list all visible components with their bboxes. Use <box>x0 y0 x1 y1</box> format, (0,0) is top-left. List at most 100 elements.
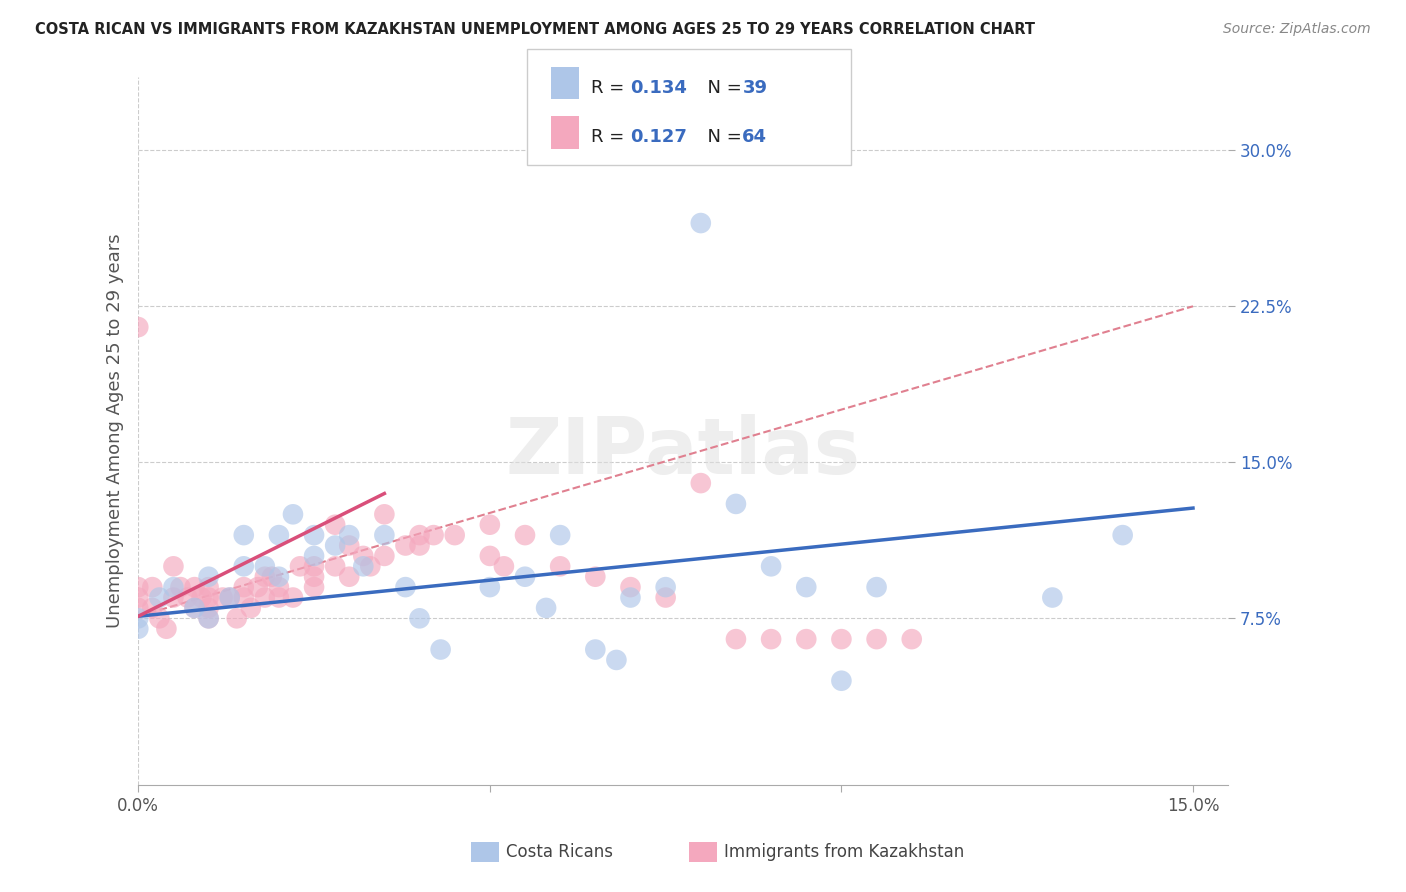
Point <box>141 580 163 594</box>
Point <box>253 559 276 574</box>
Point <box>155 622 177 636</box>
Point <box>583 642 606 657</box>
Point <box>302 570 325 584</box>
Point <box>689 216 711 230</box>
Point <box>183 601 205 615</box>
Text: R =: R = <box>591 78 630 96</box>
Point <box>302 580 325 594</box>
Point <box>724 497 747 511</box>
Point <box>337 570 360 584</box>
Point <box>246 580 269 594</box>
Text: 64: 64 <box>742 128 768 146</box>
Point <box>352 559 374 574</box>
Point <box>654 591 676 605</box>
Text: Immigrants from Kazakhstan: Immigrants from Kazakhstan <box>724 843 965 861</box>
Point <box>288 559 311 574</box>
Point <box>232 580 254 594</box>
Point <box>513 528 536 542</box>
Point <box>197 580 219 594</box>
Point <box>197 601 219 615</box>
Point <box>267 591 290 605</box>
Point <box>794 632 817 647</box>
Point <box>654 580 676 594</box>
Point <box>218 591 240 605</box>
Point <box>794 580 817 594</box>
Point <box>478 580 501 594</box>
Point <box>302 549 325 563</box>
Point <box>478 517 501 532</box>
Point <box>267 570 290 584</box>
Point <box>605 653 627 667</box>
Text: Source: ZipAtlas.com: Source: ZipAtlas.com <box>1223 22 1371 37</box>
Point <box>548 559 571 574</box>
Point <box>232 591 254 605</box>
Point <box>197 570 219 584</box>
Point <box>127 622 149 636</box>
Text: 0.127: 0.127 <box>630 128 686 146</box>
Point <box>865 632 887 647</box>
Point <box>422 528 444 542</box>
Point <box>162 559 184 574</box>
Text: ZIPatlas: ZIPatlas <box>506 414 860 491</box>
Point <box>337 528 360 542</box>
Point <box>281 591 304 605</box>
Point <box>408 611 430 625</box>
Point <box>148 611 170 625</box>
Point <box>689 476 711 491</box>
Point <box>127 611 149 625</box>
Point <box>267 528 290 542</box>
Point <box>162 591 184 605</box>
Point <box>394 580 416 594</box>
Point <box>548 528 571 542</box>
Point <box>900 632 922 647</box>
Point <box>359 559 381 574</box>
Point <box>267 580 290 594</box>
Point <box>373 528 395 542</box>
Text: R =: R = <box>591 128 630 146</box>
Point <box>281 508 304 522</box>
Point <box>724 632 747 647</box>
Point <box>260 570 283 584</box>
Point <box>183 580 205 594</box>
Point <box>759 559 782 574</box>
Point <box>169 580 191 594</box>
Point <box>408 539 430 553</box>
Point <box>583 570 606 584</box>
Point <box>183 601 205 615</box>
Point <box>1040 591 1063 605</box>
Point <box>352 549 374 563</box>
Point <box>302 559 325 574</box>
Point <box>323 517 346 532</box>
Point <box>323 559 346 574</box>
Point <box>127 320 149 334</box>
Point <box>394 539 416 553</box>
Point <box>429 642 451 657</box>
Point <box>225 611 247 625</box>
Point <box>619 591 641 605</box>
Text: 39: 39 <box>742 78 768 96</box>
Point <box>759 632 782 647</box>
Point <box>478 549 501 563</box>
Text: N =: N = <box>696 128 748 146</box>
Point <box>323 539 346 553</box>
Point <box>148 591 170 605</box>
Point <box>1111 528 1133 542</box>
Point <box>190 591 212 605</box>
Point <box>176 591 198 605</box>
Point <box>211 591 233 605</box>
Point <box>865 580 887 594</box>
Point <box>513 570 536 584</box>
Point <box>239 601 262 615</box>
Point <box>197 591 219 605</box>
Point <box>253 591 276 605</box>
Point <box>232 528 254 542</box>
Point <box>534 601 557 615</box>
Text: COSTA RICAN VS IMMIGRANTS FROM KAZAKHSTAN UNEMPLOYMENT AMONG AGES 25 TO 29 YEARS: COSTA RICAN VS IMMIGRANTS FROM KAZAKHSTA… <box>35 22 1035 37</box>
Point <box>253 570 276 584</box>
Point <box>218 591 240 605</box>
Point <box>232 559 254 574</box>
Point <box>373 508 395 522</box>
Point <box>141 601 163 615</box>
Point <box>373 549 395 563</box>
Point <box>162 580 184 594</box>
